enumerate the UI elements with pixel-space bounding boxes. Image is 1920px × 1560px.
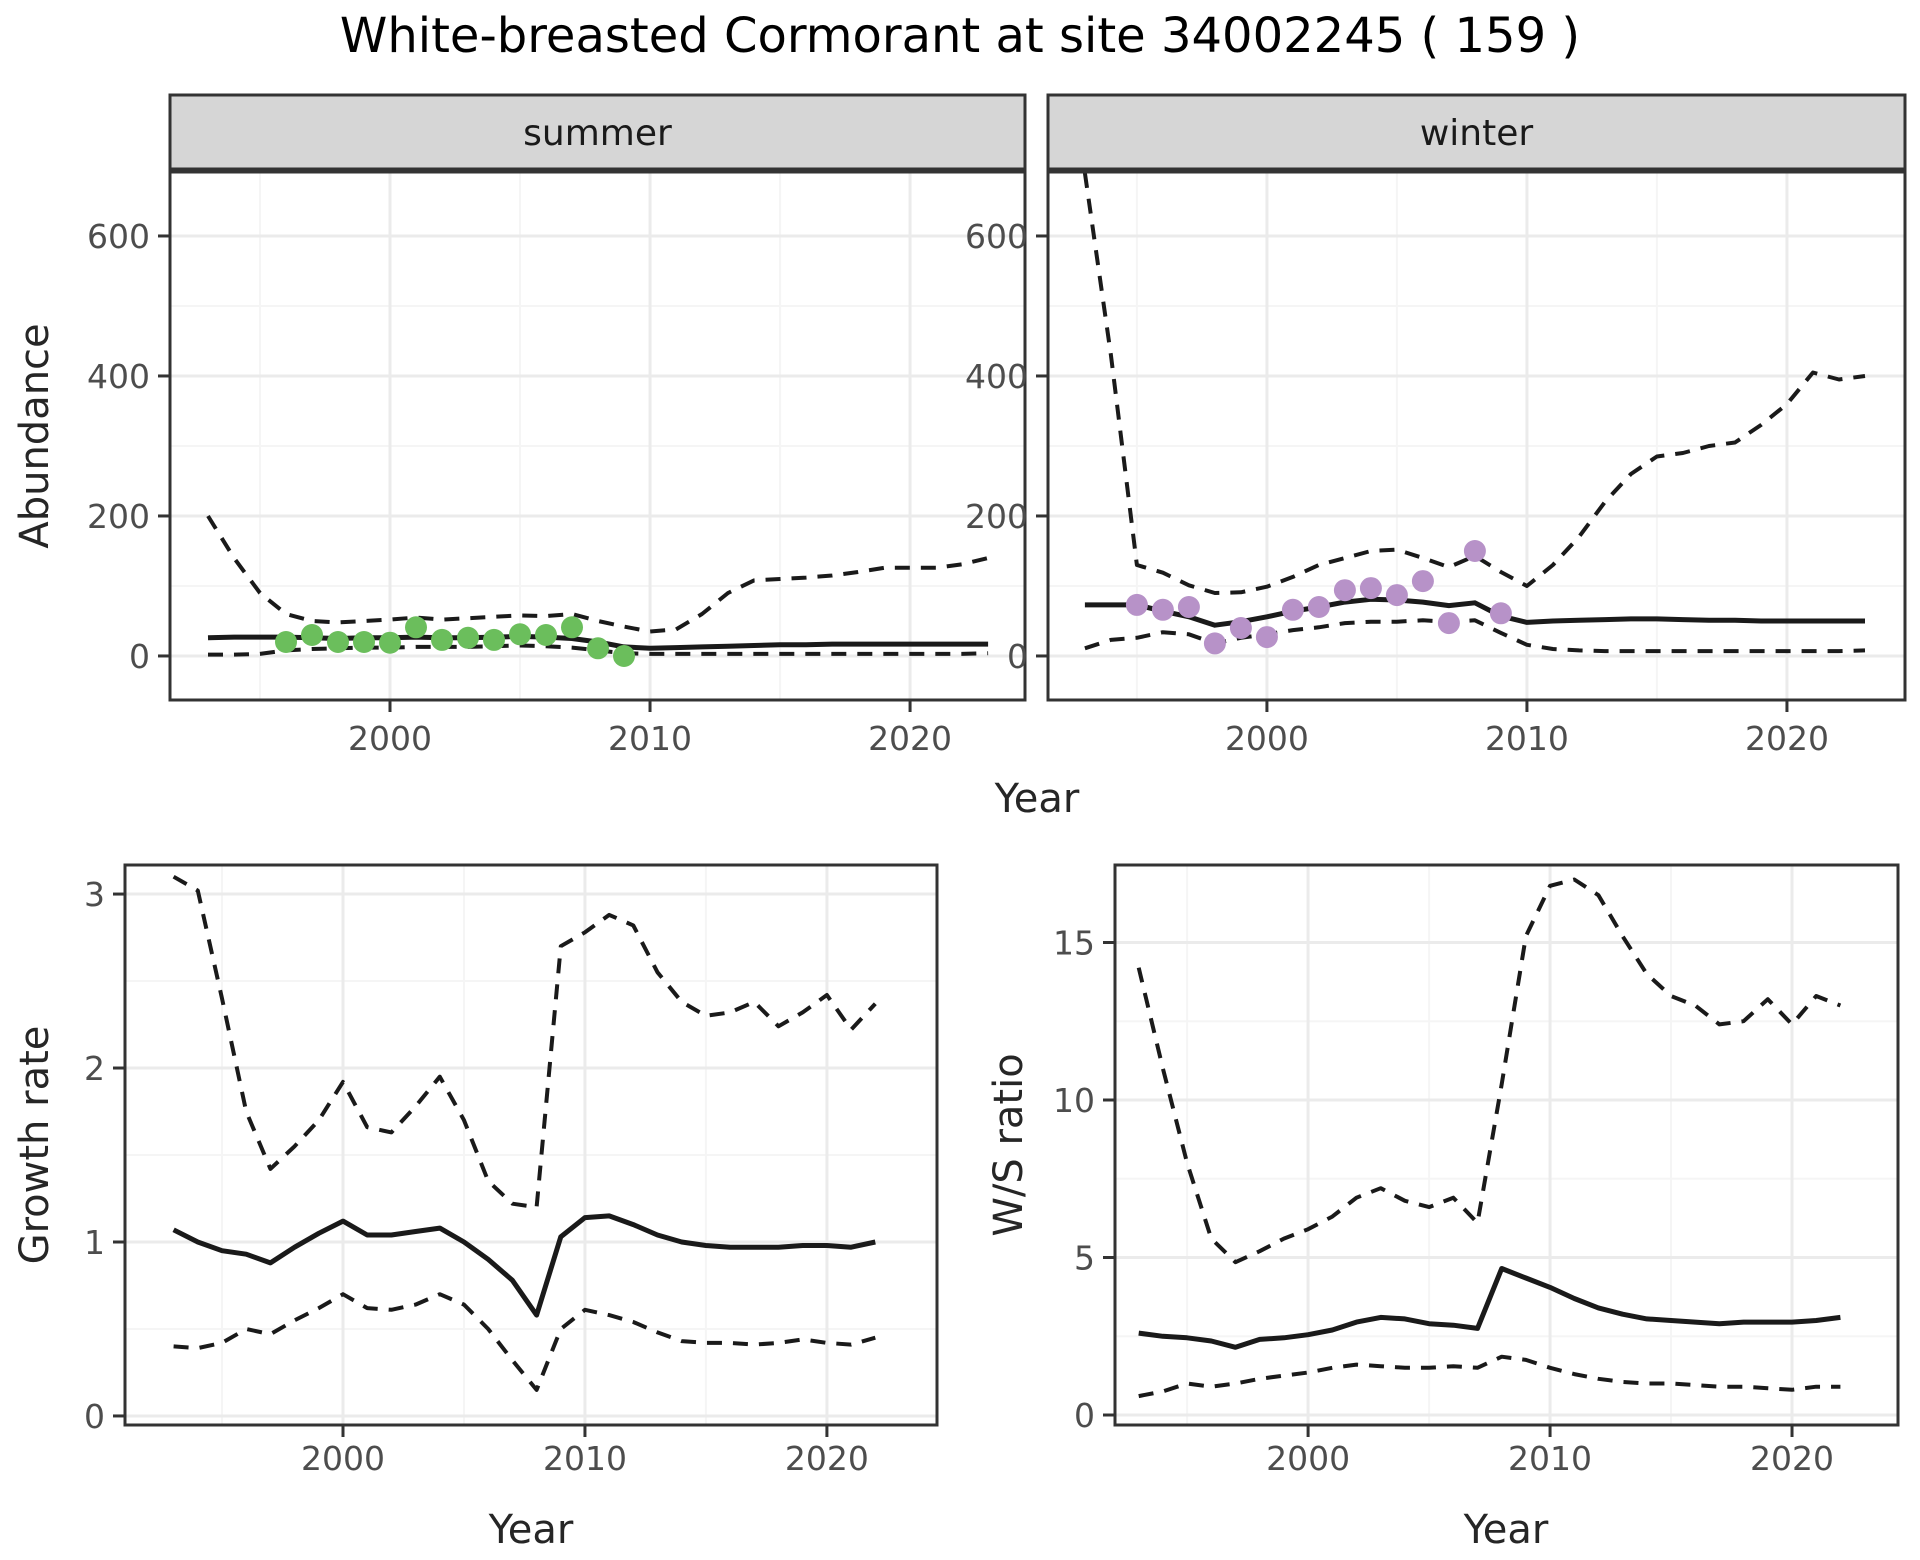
panel-ws-ratio: 2000 2010 2020 0 5 10 15 xyxy=(1053,863,1900,1478)
series-upper-ci-line xyxy=(172,874,877,1210)
observed-count xyxy=(483,628,505,651)
y-tick-label: 200 xyxy=(87,497,150,536)
panel-border xyxy=(123,863,939,1427)
observed-count xyxy=(431,628,453,651)
observed-count xyxy=(1203,632,1226,655)
observed-count xyxy=(405,616,427,639)
series-upper-ci-line xyxy=(206,514,989,634)
x-axis-title-year-top: Year xyxy=(994,776,1080,822)
series-median-line xyxy=(1138,1266,1841,1350)
observed-count xyxy=(1437,612,1460,635)
observed-count xyxy=(535,624,557,646)
panel-background xyxy=(1115,865,1898,1425)
x-tick-label: 2010 xyxy=(1485,719,1569,758)
panel-border xyxy=(1046,170,1907,702)
x-axis-title-year-ws: Year xyxy=(1463,1507,1549,1553)
observed-count xyxy=(1177,596,1200,618)
x-tick-label: 2010 xyxy=(608,719,692,758)
series-median-line xyxy=(1084,596,1865,628)
observed-count xyxy=(587,637,609,660)
observed-count xyxy=(1125,593,1148,616)
observed-count xyxy=(1385,584,1408,607)
observed-count xyxy=(1255,626,1278,649)
observed-count xyxy=(1333,579,1356,602)
x-axis-title-year-growth: Year xyxy=(488,1507,574,1553)
panel-background xyxy=(170,172,1025,700)
y-tick-label: 400 xyxy=(87,357,150,396)
x-tick-label: 2000 xyxy=(1225,719,1309,758)
y-tick-label: 15 xyxy=(1053,923,1095,962)
x-tick-label: 2000 xyxy=(301,1439,385,1478)
panel-growth-rate: 2000 2010 2020 0 1 2 3 xyxy=(84,863,939,1478)
y-tick-label: 3 xyxy=(84,875,105,914)
y-tick-label: 600 xyxy=(87,217,150,256)
observed-count xyxy=(1307,596,1330,618)
y-tick-label: 200 xyxy=(965,497,1028,536)
observed-count xyxy=(301,624,323,646)
observed-count xyxy=(1359,577,1382,600)
series-upper-ci-line xyxy=(1082,172,1866,595)
chart-title: White-breasted Cormorant at site 3400224… xyxy=(340,8,1580,64)
facet-label-winter: winter xyxy=(1420,113,1534,154)
x-tick-label: 2010 xyxy=(543,1439,627,1478)
x-tick-label: 2020 xyxy=(785,1439,869,1478)
observed-count xyxy=(1281,598,1304,621)
panel-border xyxy=(168,170,1027,702)
x-tick-label: 2000 xyxy=(1266,1439,1350,1478)
y-tick-label: 2 xyxy=(84,1049,105,1088)
observed-count xyxy=(509,623,531,646)
y-tick-label: 10 xyxy=(1053,1081,1095,1120)
x-tick-label: 2020 xyxy=(868,719,952,758)
x-tick-label: 2020 xyxy=(1745,719,1829,758)
x-tick-label: 2020 xyxy=(1750,1439,1834,1478)
observed-count xyxy=(561,616,583,639)
series-median-line xyxy=(172,1213,876,1318)
y-axis-title-growth-rate: Growth rate xyxy=(12,1026,58,1265)
y-tick-label: 600 xyxy=(965,217,1028,256)
y-axis-title-ws-ratio: W/S ratio xyxy=(986,1053,1032,1236)
panel-border xyxy=(1113,863,1900,1427)
observed-count xyxy=(457,626,479,649)
observed-count xyxy=(1151,598,1174,621)
y-tick-label: 0 xyxy=(129,637,150,676)
x-tick-label: 2000 xyxy=(348,719,432,758)
y-tick-label: 400 xyxy=(965,357,1028,396)
y-tick-label: 0 xyxy=(84,1397,105,1436)
observed-count xyxy=(1411,570,1434,593)
y-tick-label: 1 xyxy=(84,1223,105,1262)
panel-abundance-winter: 2000 2010 2020 0 200 400 600 xyxy=(965,170,1907,758)
y-tick-label: 5 xyxy=(1074,1239,1095,1278)
facet-strip-summer xyxy=(168,93,1027,172)
y-axis-title-abundance: Abundance xyxy=(12,323,58,548)
x-tick-label: 2010 xyxy=(1508,1439,1592,1478)
observed-count xyxy=(1229,617,1252,639)
observed-count xyxy=(613,645,635,667)
observed-count xyxy=(1489,602,1512,625)
observed-count xyxy=(353,631,375,653)
observed-count xyxy=(1463,540,1486,562)
series-upper-ci-line xyxy=(1136,877,1842,1265)
facet-label-summer: summer xyxy=(523,113,672,154)
observed-count xyxy=(275,631,297,653)
facet-strip-winter xyxy=(1046,93,1907,172)
y-tick-label: 0 xyxy=(1074,1396,1095,1435)
observed-count xyxy=(327,631,349,653)
y-tick-label: 0 xyxy=(1007,637,1028,676)
observed-count xyxy=(379,631,401,654)
